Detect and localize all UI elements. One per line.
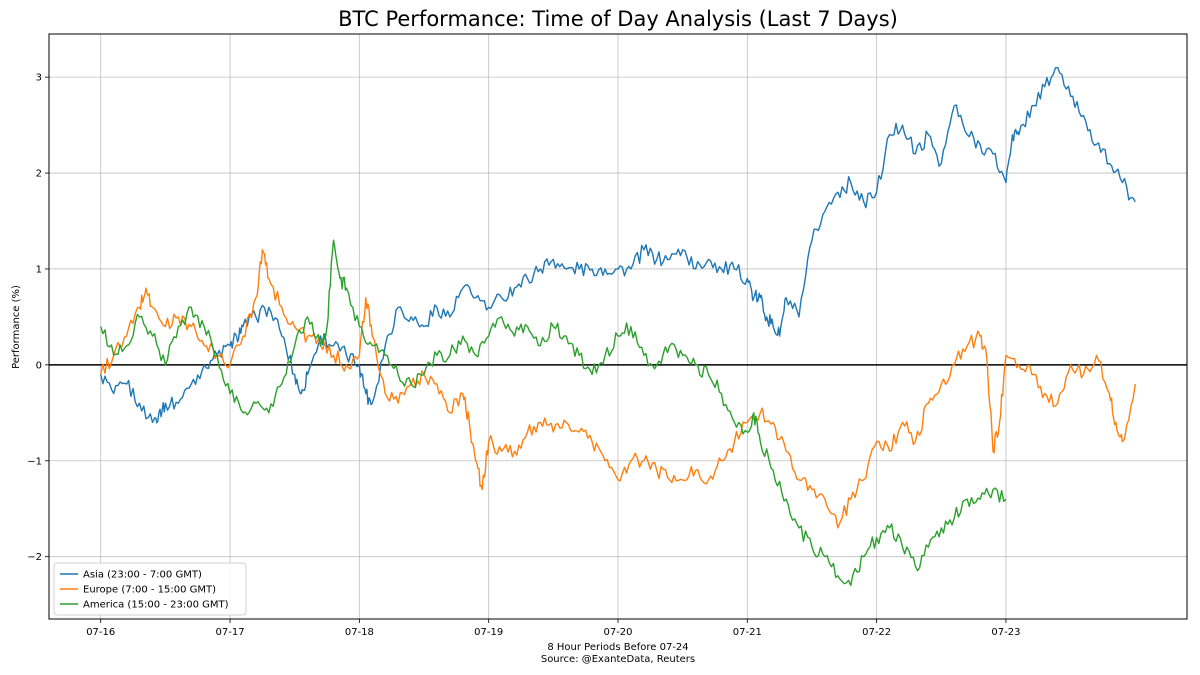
- series-line-2: [100, 249, 1136, 529]
- y-axis-ticks: −2 −1 0 1 2 3: [27, 73, 49, 563]
- x-tick-label: 07-17: [216, 627, 245, 638]
- legend-entry: Asia (23:00 - 7:00 GMT): [83, 570, 202, 581]
- legend-entry: Europe (7:00 - 15:00 GMT): [83, 585, 216, 596]
- x-tick-label: 07-23: [991, 627, 1020, 638]
- series-group: [100, 66, 1136, 587]
- y-axis-label: Performance (%): [11, 285, 22, 369]
- y-tick-label: −1: [27, 456, 42, 467]
- y-tick-label: 2: [36, 169, 42, 180]
- x-axis-ticks: 07-16 07-17 07-18 07-19 07-20 07-21 07-22 07-23: [86, 619, 1020, 638]
- y-tick-label: 1: [36, 264, 42, 275]
- legend-entry: America (15:00 - 23:00 GMT): [83, 600, 229, 611]
- chart-title: BTC Performance: Time of Day Analysis (L…: [338, 7, 898, 31]
- series-line-1: [100, 66, 1136, 424]
- x-tick-label: 07-21: [733, 627, 762, 638]
- y-tick-label: 3: [36, 73, 42, 84]
- x-tick-label: 07-22: [862, 627, 891, 638]
- series-line-3: [100, 239, 1007, 587]
- legend: Asia (23:00 - 7:00 GMT) Europe (7:00 - 15…: [53, 562, 247, 616]
- grid: [49, 34, 1187, 619]
- x-tick-label: 07-18: [345, 627, 374, 638]
- x-tick-label: 07-20: [603, 627, 632, 638]
- x-tick-label: 07-16: [86, 627, 115, 638]
- x-tick-label: 07-19: [474, 627, 503, 638]
- legend-box: [53, 562, 247, 616]
- y-tick-label: 0: [36, 360, 42, 371]
- y-tick-label: −2: [27, 552, 42, 563]
- x-axis-source: Source: @ExanteData, Reuters: [541, 654, 695, 665]
- x-axis-label: 8 Hour Periods Before 07-24: [547, 642, 688, 653]
